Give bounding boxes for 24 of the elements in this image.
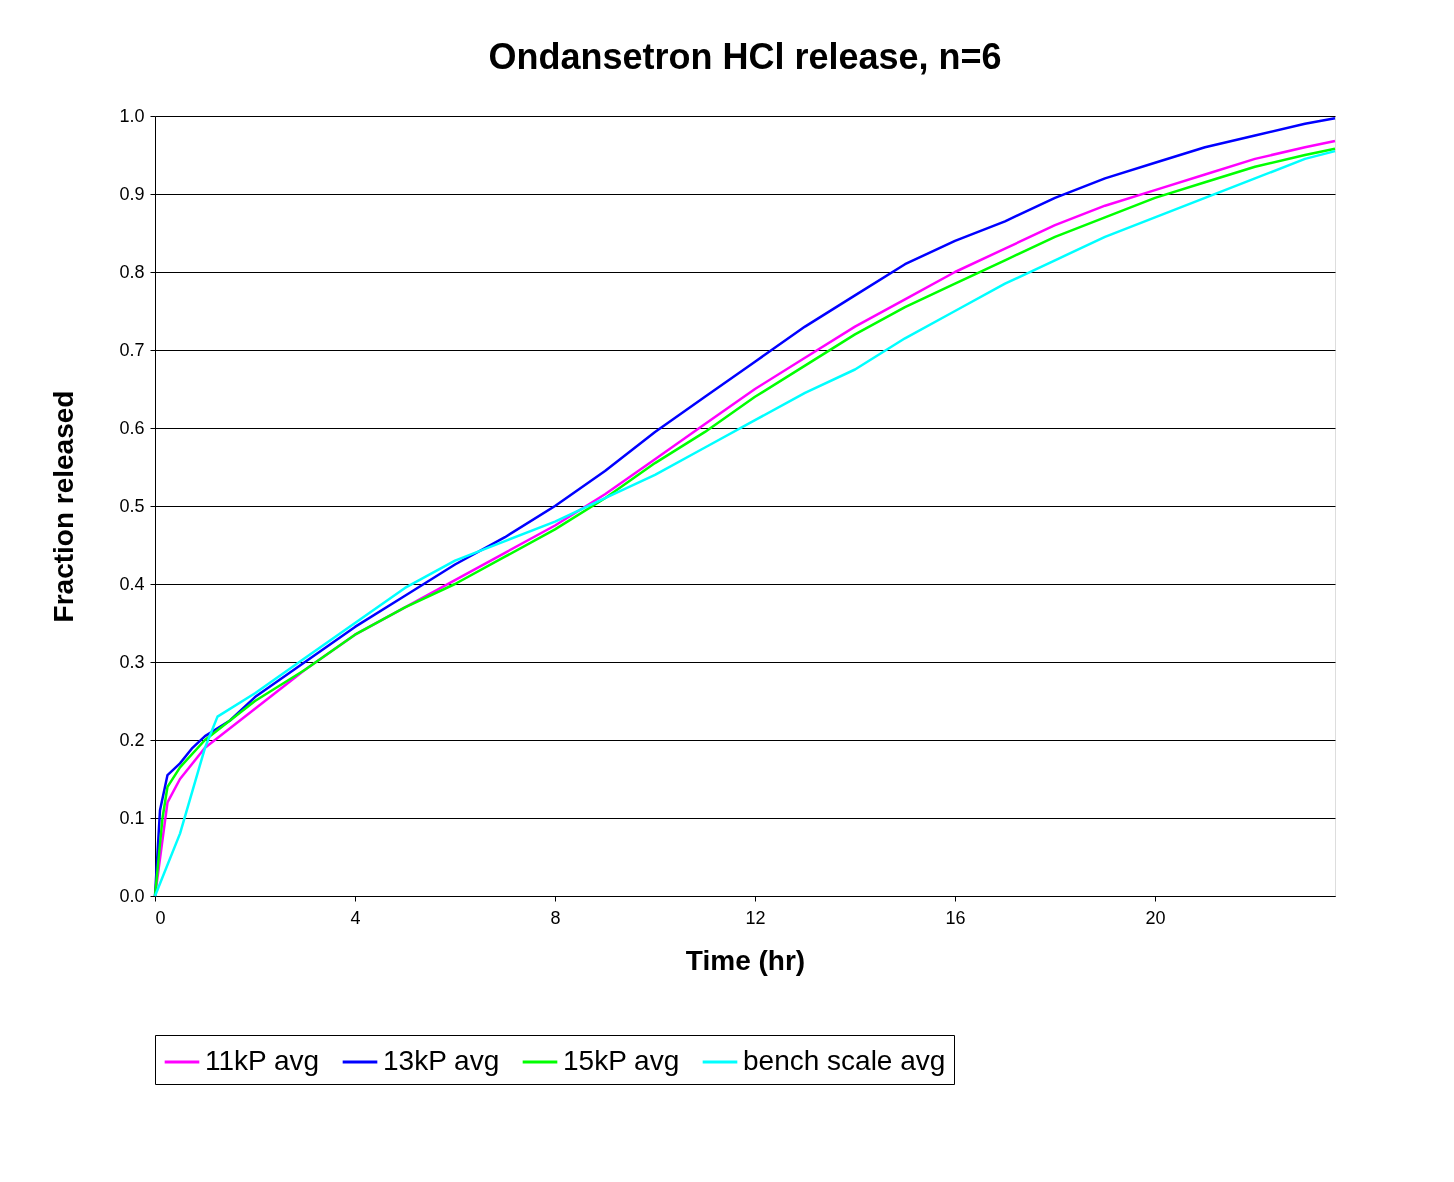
x-tick-label: 12 [745,907,766,928]
x-tick-label: 8 [550,907,561,928]
y-tick-label: 0.4 [119,573,145,594]
legend-label: 15kP avg [563,1045,680,1076]
legend-label: 13kP avg [383,1045,500,1076]
legend-label: bench scale avg [743,1045,946,1076]
x-tick-label: 16 [945,907,966,928]
x-axis-title: Time (hr) [685,944,806,976]
legend-label: 11kP avg [205,1045,320,1076]
y-tick-label: 0.9 [119,183,145,204]
chart-title: Ondansetron HCl release, n=6 [488,36,1002,77]
y-tick-label: 0.3 [119,651,145,672]
y-tick-label: 0.0 [119,885,145,906]
x-tick-label: 20 [1145,907,1166,928]
y-tick-label: 0.5 [119,495,145,516]
y-tick-label: 0.7 [119,339,145,360]
y-tick-label: 0.8 [119,261,145,282]
y-tick-label: 1.0 [119,105,145,126]
y-tick-label: 0.1 [119,807,145,828]
y-tick-label: 0.2 [119,729,145,750]
x-tick-label: 0 [155,907,166,928]
y-tick-label: 0.6 [119,417,145,438]
x-tick-label: 4 [350,907,361,928]
y-axis-title: Fraction released [48,390,80,623]
